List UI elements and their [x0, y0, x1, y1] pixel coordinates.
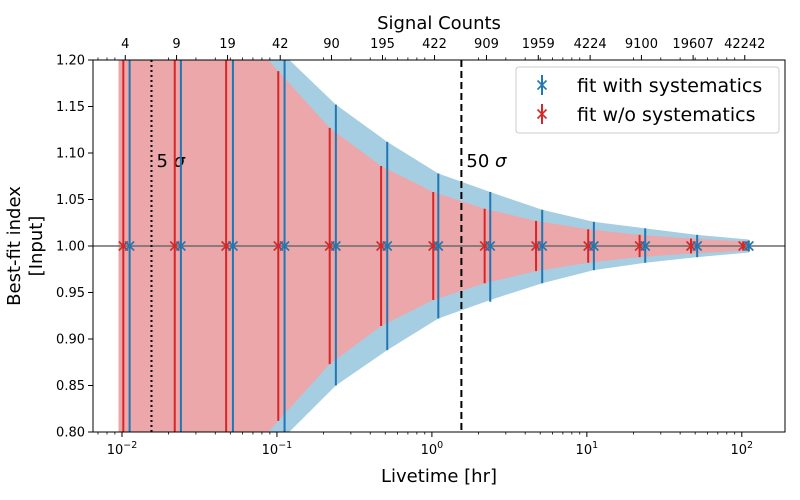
point-with-sys-11 — [692, 240, 703, 252]
top-tick-label-5: 195 — [370, 37, 395, 52]
legend-x-0-stroke-b — [536, 79, 548, 91]
y-tick-label-0: 0.80 — [56, 426, 85, 441]
top-tick-label-3: 42 — [272, 37, 289, 52]
x-axis-ticks: 10−2 10−1 100 101 102 — [97, 57, 754, 458]
point-with-sys-5 — [382, 240, 393, 252]
top-tick-label-1: 9 — [172, 37, 180, 52]
top-tick-label-4: 90 — [323, 37, 340, 52]
x-axis-label: Livetime [hr] — [381, 466, 497, 487]
point-with-sys-6-stroke-b — [433, 240, 444, 252]
point-with-sys-7-stroke-b — [485, 240, 496, 252]
point-with-sys-8 — [537, 240, 548, 252]
point-with-sys-3-stroke-b — [279, 240, 290, 252]
point-with-sys-0 — [124, 240, 135, 252]
x-tick-label-3: 101 — [576, 440, 599, 458]
point-with-sys-1-stroke-b — [175, 240, 186, 252]
top-axis-label: Signal Counts — [377, 13, 501, 34]
y-axis-ticks: 0.80 0.85 0.90 0.95 1.00 1.05 1.10 1.15 1.20 — [56, 54, 93, 441]
top-tick-label-10: 9100 — [625, 37, 658, 52]
y-tick-label-1: 0.85 — [56, 379, 85, 394]
x-tick-label-4: 102 — [731, 440, 754, 458]
top-tick-label-8: 1959 — [522, 37, 555, 52]
top-tick-label-12: 42242 — [724, 37, 765, 52]
legend: fit with systematics fit w/o systematics — [515, 66, 780, 134]
top-axis-ticks: 4 9 19 42 90 195 422 909 1959 4224 9100 19607 42242 — [121, 37, 765, 60]
point-with-sys-9 — [588, 240, 599, 252]
top-tick-label-2: 19 — [219, 37, 236, 52]
legend-label-without-systematics: fit w/o systematics — [577, 104, 755, 126]
point-with-sys-6 — [433, 240, 444, 252]
point-with-sys-12 — [743, 240, 754, 252]
legend-label-with-systematics: fit with systematics — [577, 75, 762, 97]
y-axis-label: Best-fit index — [4, 186, 25, 306]
point-with-sys-2 — [227, 240, 239, 252]
y-tick-label-8: 1.20 — [56, 54, 85, 69]
point-with-sys-9-stroke-b — [588, 240, 599, 252]
point-with-sys-4 — [330, 240, 341, 252]
point-with-sys-5-stroke-b — [382, 240, 393, 252]
legend-box — [515, 66, 780, 134]
y-tick-label-6: 1.10 — [56, 147, 85, 162]
point-with-sys-10 — [640, 240, 651, 252]
y-tick-label-5: 1.05 — [56, 193, 85, 208]
point-with-sys-7 — [485, 240, 496, 252]
point-with-sys-2-stroke-b — [227, 240, 239, 252]
y-axis-label-sub: [Input] — [26, 216, 47, 277]
y-tick-label-7: 1.15 — [56, 100, 85, 115]
y-tick-label-3: 0.95 — [56, 286, 85, 301]
point-with-sys-0-stroke-b — [124, 240, 135, 252]
error-bars — [118, 60, 754, 432]
top-tick-label-11: 19607 — [672, 37, 713, 52]
y-tick-label-2: 0.90 — [56, 333, 85, 348]
point-with-sys-10-stroke-b — [640, 240, 651, 252]
threshold-label-1: 50 σ — [466, 151, 507, 172]
threshold-label-0: 5 σ — [156, 151, 185, 172]
top-tick-label-7: 909 — [474, 37, 499, 52]
y-tick-label-4: 1.00 — [56, 240, 85, 255]
point-with-sys-4-stroke-b — [330, 240, 341, 252]
top-tick-label-0: 4 — [121, 37, 129, 52]
top-tick-label-6: 422 — [422, 37, 447, 52]
legend-x-0 — [536, 79, 548, 91]
x-tick-label-0: 10−2 — [107, 440, 138, 458]
threshold-lines: 5 σ 50 σ — [150, 60, 507, 432]
point-with-sys-1 — [175, 240, 186, 252]
point-with-sys-8-stroke-b — [537, 240, 548, 252]
point-with-sys-12-stroke-b — [743, 240, 754, 252]
legend-marker-without-systematics — [536, 104, 548, 124]
legend-x-1-stroke-b — [536, 108, 548, 120]
point-with-sys-11-stroke-b — [692, 240, 703, 252]
x-tick-label-1: 10−1 — [262, 440, 293, 458]
legend-x-1 — [536, 108, 548, 120]
x-tick-label-2: 100 — [421, 440, 444, 458]
point-with-sys-3 — [279, 240, 290, 252]
legend-marker-with-systematics — [536, 75, 548, 95]
top-tick-label-9: 4224 — [574, 37, 607, 52]
